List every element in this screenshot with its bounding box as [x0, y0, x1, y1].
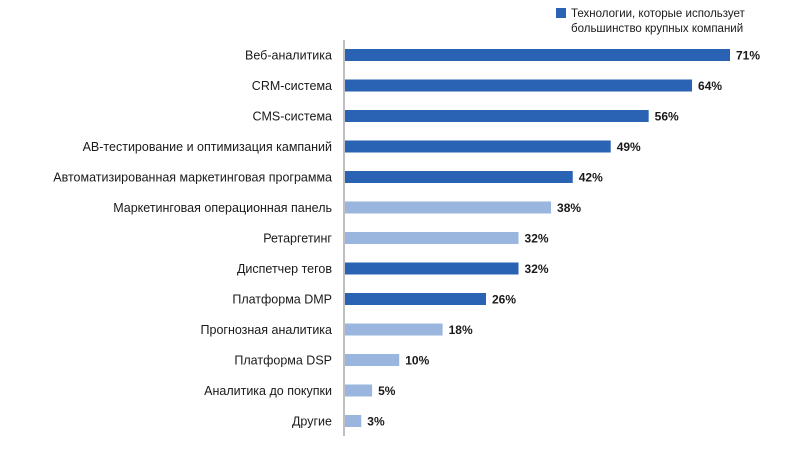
legend: Технологии, которые использует большинст… [556, 8, 746, 35]
value-label: 32% [525, 232, 549, 246]
bar [345, 79, 693, 92]
value-label: 18% [449, 323, 473, 337]
bar [345, 262, 519, 275]
value-label: 71% [736, 49, 760, 63]
category-label: Автоматизированная маркетинговая програм… [53, 171, 332, 185]
value-label: 38% [557, 201, 581, 215]
bar [345, 415, 362, 427]
bar [345, 354, 400, 366]
category-label: CRM-система [252, 79, 332, 93]
bar [345, 140, 611, 153]
category-label: CMS-система [252, 110, 332, 124]
legend-label-line-1: Технологии, которые использует [571, 8, 746, 20]
value-label: 42% [579, 171, 603, 185]
category-label: Веб-аналитика [245, 49, 332, 63]
legend-label-line-2: большинство крупных компаний [571, 23, 743, 35]
bar [345, 49, 730, 61]
bar [345, 171, 573, 183]
bar [345, 323, 443, 336]
value-label: 5% [378, 384, 396, 398]
value-label: 10% [405, 354, 429, 368]
bar [345, 384, 373, 397]
category-label: Ретаргетинг [263, 232, 332, 246]
category-label: AB-тестирование и оптимизация кампаний [83, 140, 332, 154]
category-label: Прогнозная аналитика [201, 323, 333, 337]
category-label: Маркетинговая операционная панель [113, 201, 332, 215]
category-label: Аналитика до покупки [204, 384, 332, 398]
category-label: Другие [292, 415, 332, 429]
bar [345, 293, 486, 305]
category-label: Платформа DMP [232, 293, 332, 307]
legend-swatch [556, 8, 566, 18]
bar [345, 232, 519, 244]
category-label: Диспетчер тегов [237, 262, 332, 276]
bar [345, 110, 649, 122]
category-label: Платформа DSP [234, 354, 332, 368]
bar [345, 201, 552, 214]
value-label: 56% [655, 110, 679, 124]
bars: Веб-аналитика 71% CRM-система 64% CMS-систем… [53, 49, 760, 429]
value-label: 26% [492, 293, 516, 307]
value-label: 3% [367, 415, 385, 429]
value-label: 49% [617, 140, 641, 154]
value-label: 32% [525, 262, 549, 276]
value-label: 64% [698, 79, 722, 93]
